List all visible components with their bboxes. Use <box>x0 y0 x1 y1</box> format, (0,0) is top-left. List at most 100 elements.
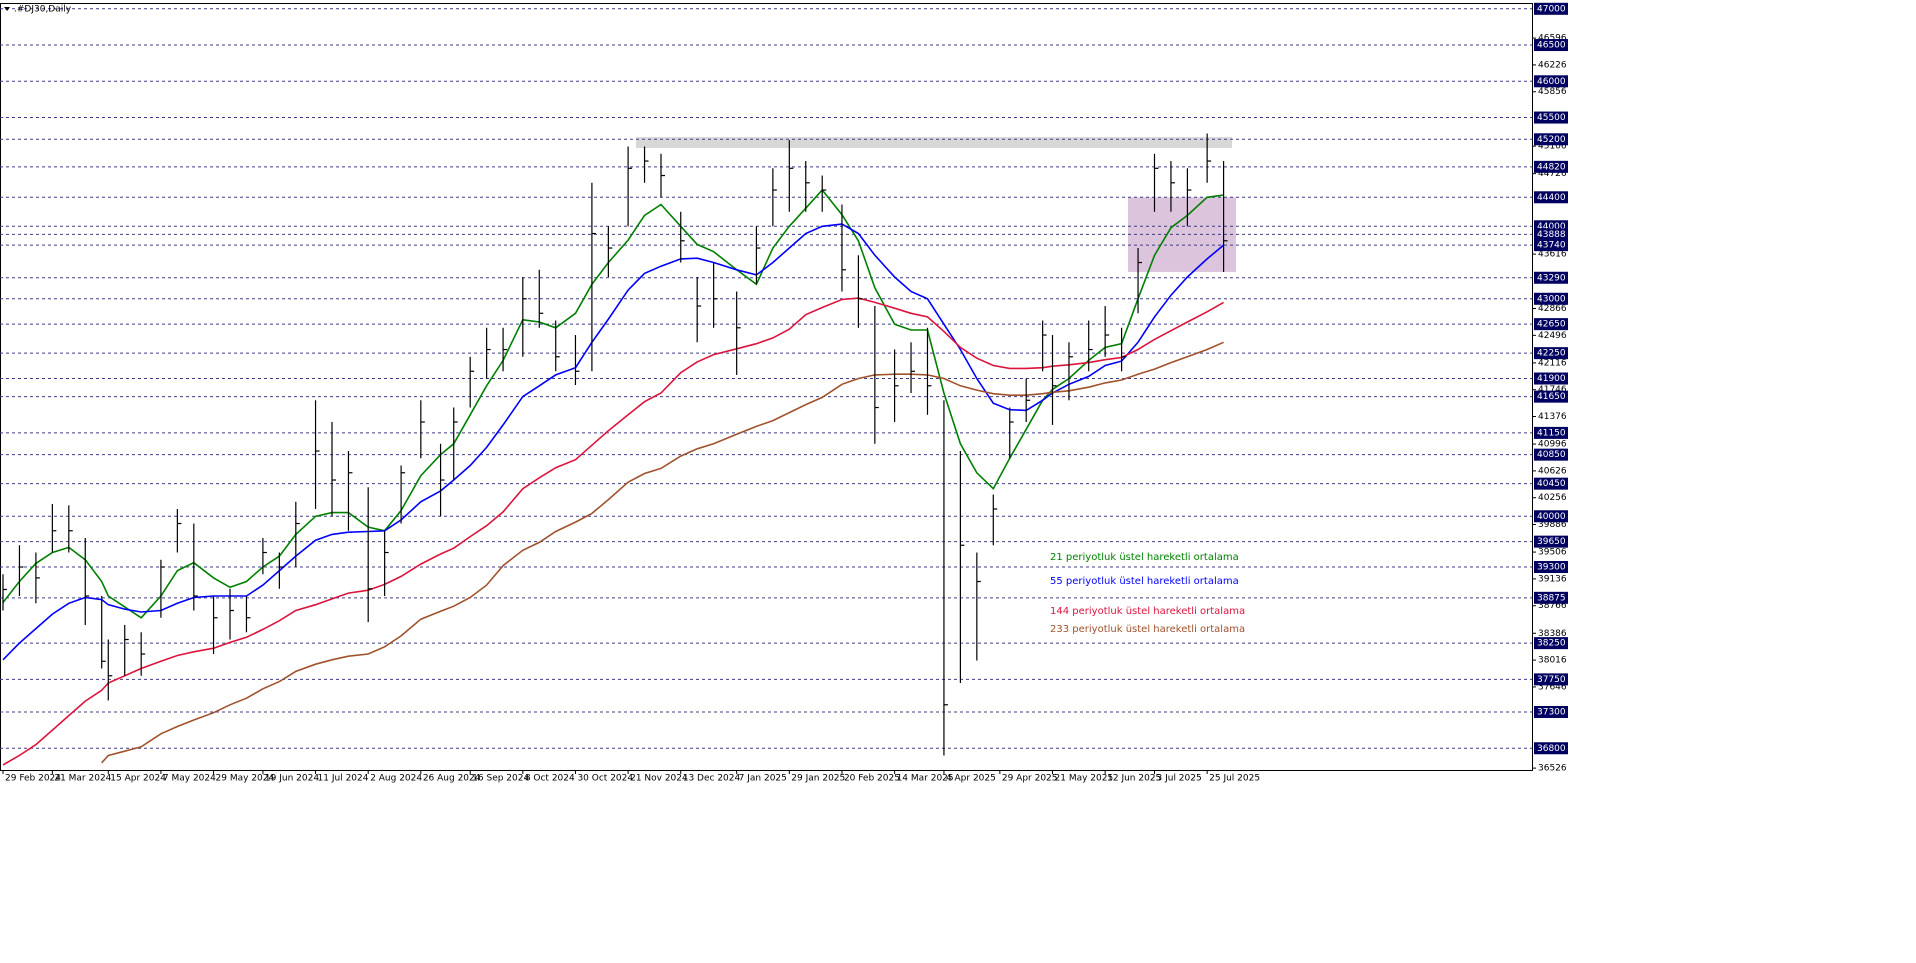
x-tick-label: 14 Mar 2025 <box>897 774 954 784</box>
x-tick-label: 29 Feb 2024 <box>5 774 61 784</box>
level-box <box>1534 426 1568 439</box>
level-box <box>1534 292 1568 305</box>
zone <box>636 137 1232 148</box>
level-label: 41150 <box>1537 428 1566 438</box>
y-tick-label: 45856 <box>1538 87 1567 97</box>
x-tick-label: 7 May 2024 <box>163 774 216 784</box>
level-box <box>1534 448 1568 461</box>
y-tick-label: 42866 <box>1538 304 1567 314</box>
x-tick-label: 21 May 2025 <box>1055 774 1114 784</box>
ma-line <box>2 297 1224 766</box>
level-box <box>1534 111 1568 124</box>
x-tick-label: 12 Jun 2025 <box>1107 774 1161 784</box>
level-label: 38250 <box>1537 639 1566 649</box>
x-tick-label: 21 Nov 2024 <box>630 774 688 784</box>
x-tick-label: 30 Oct 2024 <box>577 774 633 784</box>
y-tick-label: 44726 <box>1538 169 1567 179</box>
y-tick-label: 38016 <box>1538 656 1567 666</box>
level-box <box>1534 160 1568 173</box>
level-box <box>1534 271 1568 284</box>
level-box <box>1534 133 1568 146</box>
level-label: 44000 <box>1537 222 1566 232</box>
ma-line <box>101 341 1224 764</box>
y-tick-label: 40256 <box>1538 493 1567 503</box>
x-tick-label: 21 Mar 2024 <box>54 774 111 784</box>
level-box <box>1534 477 1568 490</box>
price-bars <box>2 133 1228 756</box>
legend-label: 233 periyotluk üstel hareketli ortalama <box>1050 624 1245 635</box>
y-tick-label: 46596 <box>1538 34 1567 44</box>
level-box <box>1534 673 1568 686</box>
level-box <box>1534 2 1568 15</box>
y-tick-label: 45106 <box>1538 142 1567 152</box>
y-tick-label: 42496 <box>1538 331 1567 341</box>
level-box <box>1534 372 1568 385</box>
level-label: 39650 <box>1537 537 1566 547</box>
level-box <box>1534 228 1568 241</box>
level-box <box>1534 561 1568 574</box>
y-tick-label: 40626 <box>1538 466 1567 476</box>
level-box <box>1534 742 1568 755</box>
chart-title: .#DJ30,Daily <box>14 5 72 15</box>
level-label: 42650 <box>1537 320 1566 330</box>
level-label: 40450 <box>1537 479 1566 489</box>
level-label: 44820 <box>1537 162 1566 172</box>
level-label: 38875 <box>1537 593 1566 603</box>
level-label: 47000 <box>1537 4 1566 14</box>
level-label: 40850 <box>1537 450 1566 460</box>
y-tick-label: 43616 <box>1538 250 1567 260</box>
menu-triangle[interactable] <box>4 7 10 11</box>
x-tick-label: 15 Apr 2024 <box>110 774 166 784</box>
y-tick-label: 41376 <box>1538 412 1567 422</box>
level-label: 43888 <box>1537 230 1566 240</box>
level-box <box>1534 347 1568 360</box>
y-tick-label: 40996 <box>1538 440 1567 450</box>
x-tick-label: 26 Aug 2024 <box>423 774 481 784</box>
level-box <box>1534 390 1568 403</box>
x-tick-label: 29 Jan 2025 <box>791 774 845 784</box>
level-label: 43290 <box>1537 273 1566 283</box>
y-tick-label: 46226 <box>1538 60 1567 70</box>
x-tick-label: 25 Jul 2025 <box>1209 774 1260 784</box>
level-label: 46000 <box>1537 77 1566 87</box>
level-label: 42250 <box>1537 349 1566 359</box>
y-tick-label: 39136 <box>1538 574 1567 584</box>
level-label: 37750 <box>1537 675 1566 685</box>
legend-label: 21 periyotluk üstel hareketli ortalama <box>1050 552 1239 563</box>
level-label: 44400 <box>1537 193 1566 203</box>
level-label: 43000 <box>1537 294 1566 304</box>
x-tick-label: 7 Jan 2025 <box>739 774 787 784</box>
level-label: 41650 <box>1537 392 1566 402</box>
x-tick-label: 2 Aug 2024 <box>370 774 422 784</box>
x-tick-label: 13 Dec 2024 <box>683 774 741 784</box>
legend-label: 55 periyotluk üstel hareketli ortalama <box>1050 576 1239 587</box>
level-box <box>1534 318 1568 331</box>
level-label: 43740 <box>1537 241 1566 251</box>
x-tick-label: 20 Feb 2025 <box>844 774 900 784</box>
level-box <box>1534 706 1568 719</box>
level-label: 39300 <box>1537 563 1566 573</box>
level-label: 40000 <box>1537 512 1566 522</box>
y-tick-label: 38766 <box>1538 601 1567 611</box>
plot-frame <box>0 3 1533 771</box>
level-box <box>1534 239 1568 252</box>
y-tick-label: 39506 <box>1538 548 1567 558</box>
y-tick-label: 36526 <box>1538 764 1567 774</box>
x-tick-label: 16 Sep 2024 <box>472 774 529 784</box>
level-label: 41900 <box>1537 374 1566 384</box>
level-box <box>1534 191 1568 204</box>
axes: 46596 46226 45856 45106 44726 43616 42866 42496… <box>2 2 1568 784</box>
y-tick-label: 37646 <box>1538 682 1567 692</box>
level-box <box>1534 535 1568 548</box>
x-tick-label: 3 Jul 2025 <box>1157 774 1202 784</box>
x-tick-label: 8 Oct 2024 <box>525 774 575 784</box>
y-tick-label: 42116 <box>1538 358 1567 368</box>
y-tick-label: 38386 <box>1538 629 1567 639</box>
level-label: 45200 <box>1537 135 1566 145</box>
level-box <box>1534 591 1568 604</box>
level-box <box>1534 510 1568 523</box>
level-label: 36800 <box>1537 744 1566 754</box>
y-tick-label: 39886 <box>1538 520 1567 530</box>
level-box <box>1534 75 1568 88</box>
